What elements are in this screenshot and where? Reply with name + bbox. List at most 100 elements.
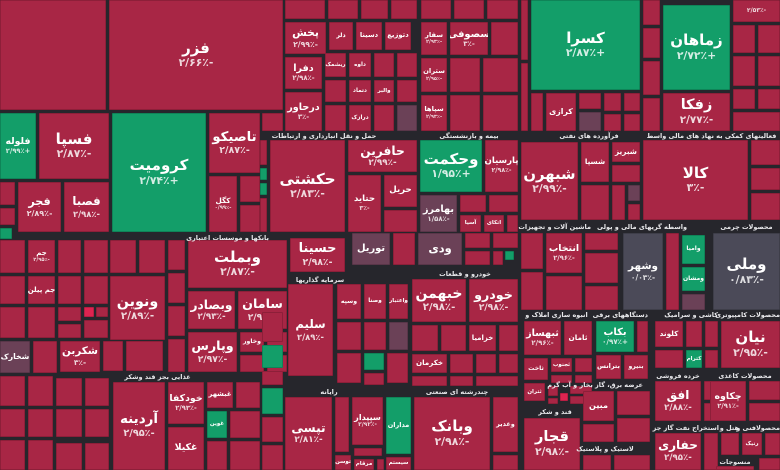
- tile-بهامرز[interactable]: بهامرز -۱/۵۸٪: [420, 195, 457, 232]
- tile-174[interactable]: [262, 417, 283, 442]
- tile-داوه[interactable]: داوه: [349, 53, 371, 77]
- tile-58[interactable]: [624, 93, 640, 111]
- tile-واعتبار[interactable]: واعتبار: [389, 284, 408, 319]
- tile-56[interactable]: [604, 93, 621, 111]
- tile-143[interactable]: [85, 443, 109, 470]
- tile-کرومیت[interactable]: کرومیت +۲/۷۴٪: [112, 113, 206, 232]
- tile-وبصادر[interactable]: وبصادر -۲/۹۳٪: [188, 291, 235, 329]
- tile-116[interactable]: [0, 276, 25, 304]
- tile-240[interactable]: [749, 403, 780, 421]
- tile-شبهرن[interactable]: شبهرن -۲/۹۹٪: [521, 142, 578, 220]
- tile-181[interactable]: [499, 325, 518, 351]
- tile-141[interactable]: [28, 440, 53, 470]
- tile-62[interactable]: [643, 61, 660, 95]
- tile-71[interactable]: [733, 89, 755, 109]
- tile-14[interactable]: [240, 205, 260, 232]
- tile-29[interactable]: [325, 80, 346, 102]
- tile-194[interactable]: [585, 253, 618, 283]
- tile-130[interactable]: [103, 341, 123, 371]
- tile-جم پیلن[interactable]: جم پیلن: [28, 276, 55, 304]
- tile-74[interactable]: [260, 140, 267, 165]
- tile-243[interactable]: [765, 433, 780, 455]
- tile-82[interactable]: [384, 210, 417, 232]
- tile-125[interactable]: [96, 307, 108, 317]
- tile-توسن[interactable]: توسن: [335, 455, 351, 470]
- tile-63[interactable]: [643, 98, 660, 131]
- tile-179[interactable]: [441, 325, 466, 351]
- tile-15[interactable]: [285, 0, 325, 19]
- tile-122[interactable]: [58, 307, 81, 321]
- tile-خبهمن[interactable]: خبهمن -۲/۹۸٪: [412, 279, 466, 322]
- tile-وشهر[interactable]: وشهر -۰/۰۳٪: [623, 233, 663, 310]
- tile-223[interactable]: [617, 418, 650, 442]
- tile-105[interactable]: [612, 185, 625, 220]
- tile-138[interactable]: [56, 409, 82, 437]
- tile-سپیدار[interactable]: سپیدار -۲/۹۲٪: [352, 397, 383, 445]
- tile-66[interactable]: -۲/۵۳٪: [733, 0, 780, 22]
- tile-239[interactable]: [749, 381, 780, 400]
- tile-ریشمک[interactable]: ریشمک: [325, 53, 346, 77]
- tile-کالا[interactable]: کالا -۳٪: [643, 140, 748, 220]
- tile-بنیرو[interactable]: بنیرو: [624, 355, 648, 379]
- tile-69[interactable]: [733, 56, 755, 86]
- tile-شخارک[interactable]: شخارک: [0, 341, 30, 373]
- tile-حریل[interactable]: حریل: [384, 175, 417, 207]
- tile-کسرا[interactable]: کسرا +۲/۸۷٪: [531, 0, 640, 90]
- tile-17[interactable]: [361, 0, 388, 19]
- tile-262[interactable]: [236, 382, 260, 408]
- tile-ثبهساز[interactable]: ثبهساز -۲/۹۶٪: [524, 321, 561, 355]
- tile-آردینه[interactable]: آردینه -۲/۹۵٪: [113, 382, 165, 470]
- tile-تپسی[interactable]: تپسی -۲/۸۱٪: [285, 397, 332, 470]
- tile-54[interactable]: [579, 93, 601, 109]
- tile-187[interactable]: [450, 376, 473, 386]
- tile-131[interactable]: [126, 341, 163, 371]
- tile-حافرین[interactable]: حافرین -۲/۹۹٪: [348, 140, 417, 172]
- tile-18[interactable]: [391, 0, 417, 19]
- tile-شکربن[interactable]: شکربن -۳٪: [60, 341, 100, 372]
- tile-چکاوه[interactable]: چکاوه -۲/۹۱٪: [710, 381, 746, 421]
- tile-197[interactable]: [666, 233, 679, 310]
- tile-133[interactable]: [28, 376, 53, 406]
- tile-درحاور[interactable]: درحاور -۳٪: [285, 92, 322, 131]
- tile-225[interactable]: [614, 455, 650, 470]
- tile-32[interactable]: [397, 80, 417, 102]
- tile-128[interactable]: [33, 341, 57, 373]
- tile-فزر[interactable]: فزر -۲/۶۶٪: [109, 0, 283, 110]
- tile-جم[interactable]: جم -۲/۹۵٪: [28, 240, 55, 273]
- tile-44[interactable]: [450, 58, 480, 92]
- tile-خودرو[interactable]: خودرو -۲/۹۸٪: [469, 279, 518, 322]
- tile-73[interactable]: [733, 112, 780, 131]
- tile-136[interactable]: [0, 409, 25, 437]
- tile-244[interactable]: [716, 466, 754, 470]
- tile-135[interactable]: [85, 378, 109, 406]
- tile-16[interactable]: [328, 0, 358, 19]
- tile-وخاور[interactable]: وخاور: [240, 332, 264, 352]
- tile-68[interactable]: [758, 25, 780, 53]
- tile-193[interactable]: [585, 233, 618, 250]
- tile-اتکای[interactable]: اتکای: [484, 215, 504, 232]
- tile-ستران[interactable]: ستران -۲/۹۵٪: [421, 58, 447, 92]
- tile-سلیم[interactable]: سلیم -۲/۸۹٪: [288, 284, 333, 376]
- tile-114[interactable]: [58, 240, 81, 273]
- tile-وبملت[interactable]: وبملت -۲/۸۷٪: [188, 240, 287, 288]
- tile-247[interactable]: [335, 397, 349, 452]
- tile-57[interactable]: [604, 114, 621, 131]
- tile-رنیک[interactable]: رنیک: [742, 433, 762, 455]
- tile-72[interactable]: [758, 89, 780, 109]
- tile-انتخاب[interactable]: انتخاب -۲/۹۶٪: [546, 233, 582, 273]
- tile-120[interactable]: [0, 307, 25, 338]
- tile-109[interactable]: [751, 140, 780, 165]
- tile-کترام[interactable]: کترام: [686, 350, 702, 368]
- tile-59[interactable]: [624, 114, 640, 131]
- tile-111[interactable]: [751, 193, 780, 220]
- tile-89[interactable]: [460, 195, 486, 212]
- tile-غبشهر[interactable]: غبشهر: [207, 382, 233, 408]
- tile-147[interactable]: [168, 240, 185, 270]
- tile-ونوین[interactable]: ونوین -۲/۸۹٪: [110, 276, 165, 340]
- tile-کگل[interactable]: کگل -۰/۹۹٪: [209, 176, 237, 232]
- tile-45[interactable]: [483, 58, 518, 92]
- tile-231[interactable]: [705, 350, 718, 368]
- tile-169[interactable]: [387, 353, 408, 383]
- tile-99[interactable]: [505, 251, 514, 260]
- tile-251[interactable]: [354, 448, 382, 456]
